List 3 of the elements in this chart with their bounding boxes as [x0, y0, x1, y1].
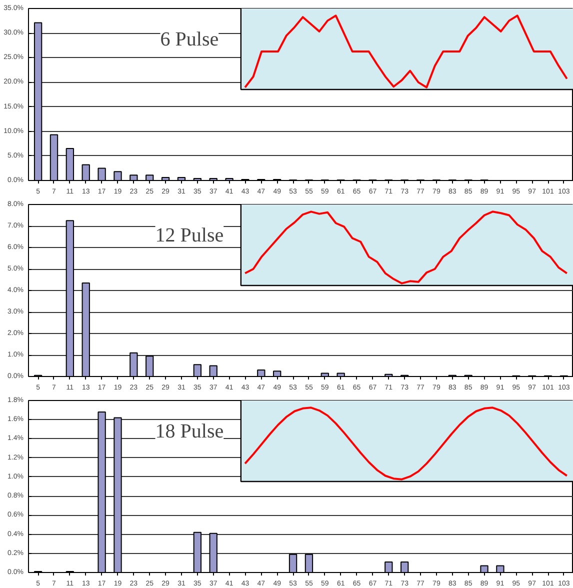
text: 18 Pulse	[155, 420, 224, 442]
text: 6 Pulse	[160, 28, 219, 50]
text: 12 Pulse	[155, 224, 224, 246]
